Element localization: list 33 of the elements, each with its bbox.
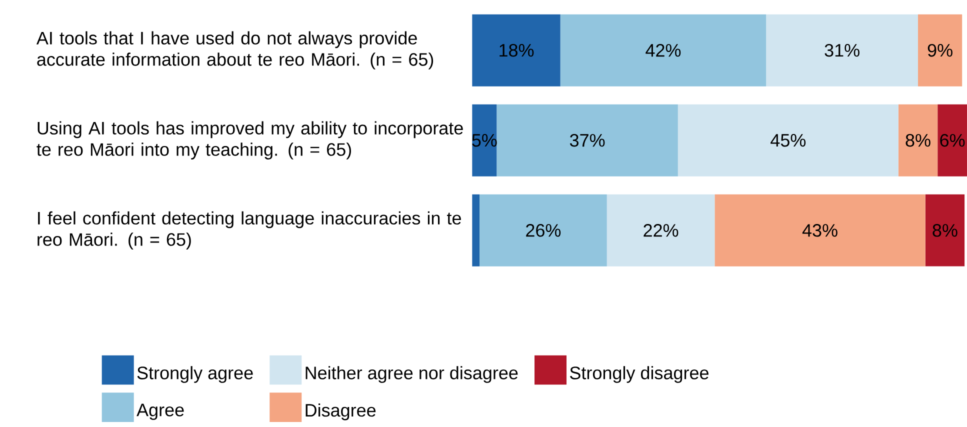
data-label: 37% <box>570 134 605 147</box>
bar <box>472 194 480 267</box>
y-tick-label: Using AI tools has improved my ability to incorporate te reo Māori into my teaching. (n = 65) <box>36 121 463 160</box>
bar <box>678 104 898 176</box>
data-label: 9% <box>928 44 952 57</box>
bar <box>918 14 962 86</box>
data-label: 8% <box>932 224 958 237</box>
data-label: 6% <box>940 134 965 147</box>
data-label: 45% <box>770 134 806 147</box>
legend-label: Agree <box>136 404 184 420</box>
data-label: 43% <box>802 224 838 237</box>
data-label: 42% <box>646 44 681 57</box>
bar <box>925 194 965 267</box>
legend-label: Strongly disagree <box>570 366 708 384</box>
legend-label: Disagree <box>306 404 376 420</box>
bar <box>496 104 678 176</box>
bar <box>480 194 607 267</box>
legend-label: Neither agree nor disagree <box>306 366 518 384</box>
bar <box>560 14 766 86</box>
y-tick-label: AI tools that I have used do not always provide accurate information about te reo Māori. (n = 65) <box>36 31 434 70</box>
data-label: 26% <box>526 224 561 237</box>
bar <box>898 104 938 176</box>
bar <box>714 194 926 267</box>
bar <box>472 14 560 86</box>
bar <box>606 194 715 267</box>
bar <box>938 104 967 176</box>
bar <box>766 14 918 86</box>
data-label: 22% <box>644 224 678 237</box>
legend-label: Strongly agree <box>137 366 253 384</box>
data-label: 8% <box>906 134 930 147</box>
data-label: 31% <box>824 44 860 57</box>
y-tick-label: I feel confident detecting language inaccuracies in te reo Māori. (n = 65) <box>38 211 461 250</box>
data-label: 18% <box>500 44 534 57</box>
